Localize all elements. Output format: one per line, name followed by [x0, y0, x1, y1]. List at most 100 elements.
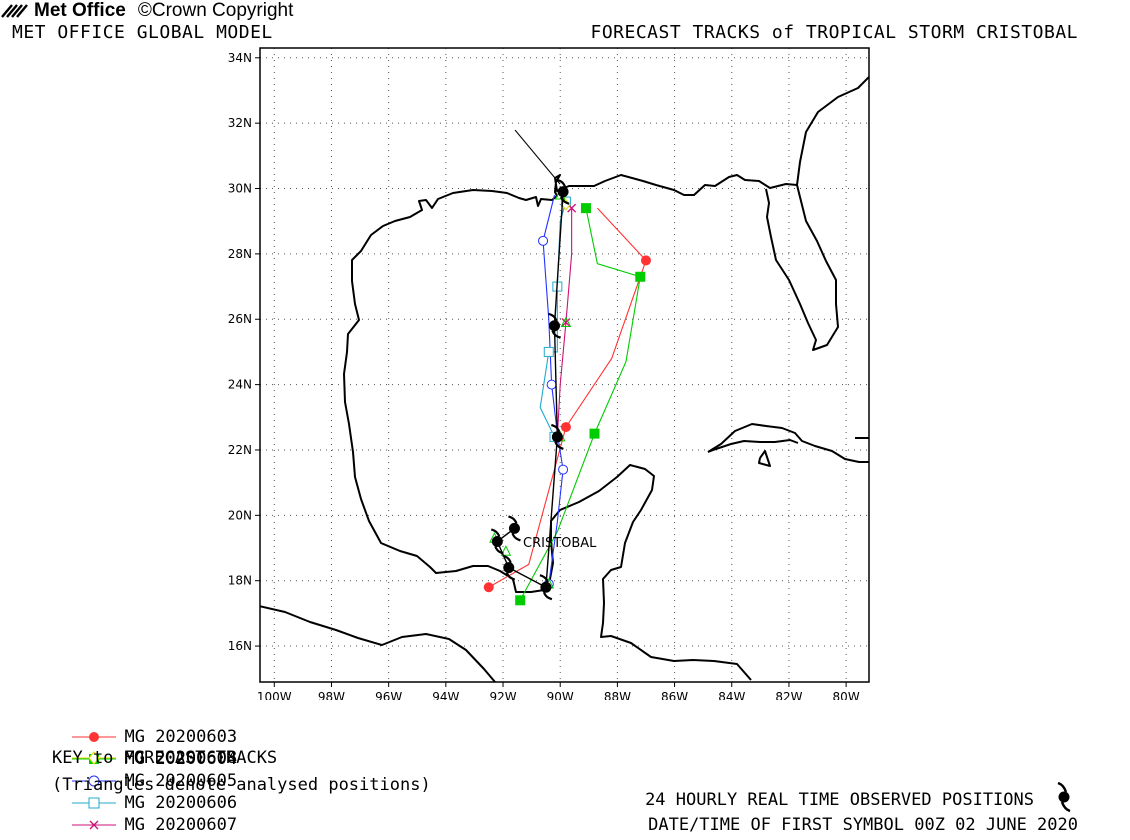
- map-frame: [259, 47, 870, 683]
- hurricane-symbol-arm: [556, 178, 567, 188]
- legend-swatch: [72, 732, 117, 742]
- hurricane-symbol-arm: [502, 554, 512, 564]
- legend-swatch: [72, 751, 117, 765]
- track-marker: [538, 235, 549, 246]
- hurricane-symbol-eye: [503, 562, 515, 574]
- lat-tick-label: 28N: [228, 247, 252, 261]
- lat-tick-label: 26N: [228, 312, 252, 326]
- legend-row-2: MG 20200608: [52, 728, 251, 770]
- legend-item: MG 20200605: [72, 771, 237, 791]
- legend-item: MG 20200607: [72, 815, 237, 835]
- copyright-block: Met Office ©Crown Copyright: [0, 0, 1130, 22]
- forecast-track-line: [519, 208, 641, 601]
- met-office-logo-text: Met Office: [34, 0, 126, 21]
- hurricane-symbol: [508, 515, 521, 542]
- hurricane-symbol-arm: [490, 528, 501, 537]
- lat-tick-label: 34N: [228, 51, 252, 65]
- header-right-title: FORECAST TRACKS of TROPICAL STORM CRISTO…: [590, 22, 1078, 43]
- track-marker: [561, 318, 571, 327]
- track-marker: [515, 595, 526, 606]
- hurricane-symbol: [548, 312, 561, 339]
- observed-track-tail: [514, 129, 561, 185]
- lat-tick-label: 30N: [228, 182, 252, 196]
- lon-tick-label: 88W: [604, 690, 631, 700]
- legend-label: MG 20200605: [124, 771, 238, 791]
- met-office-logo-icon: [1, 4, 28, 18]
- hurricane-symbol-eye: [548, 320, 560, 332]
- hurricane-symbol-eye: [491, 535, 503, 547]
- legend-label: MG 20200604: [124, 749, 238, 769]
- lat-tick-label: 22N: [228, 443, 252, 457]
- track-marker: [560, 422, 571, 433]
- analysed-triangle: [560, 316, 572, 328]
- track-marker: [635, 271, 646, 282]
- crown-copyright: ©Crown Copyright: [137, 0, 294, 21]
- track-marker: [589, 428, 600, 439]
- hurricane-symbol-arm: [508, 515, 518, 524]
- lat-tick-label: 32N: [228, 116, 252, 130]
- legend-label: MG 20200608: [124, 748, 238, 768]
- lat-tick-label: 20N: [228, 508, 252, 522]
- lon-tick-label: 94W: [432, 690, 459, 700]
- track-marker: [640, 255, 651, 266]
- hurricane-symbol: [556, 178, 570, 205]
- legend-row-1: MG 20200603 MG 20200604 MG 20200605 MG 2…: [52, 707, 251, 837]
- hurricane-symbol-arm: [560, 196, 570, 205]
- legend-swatch: [72, 775, 117, 787]
- hurricane-icon: [1057, 782, 1071, 812]
- hurricane-symbol-arm: [494, 546, 504, 555]
- hurricane-symbol-arm: [551, 330, 561, 339]
- forecast-track-line: [542, 194, 564, 585]
- forecast-track: [515, 203, 646, 606]
- track-marker: [580, 203, 591, 214]
- observed-track-line: [496, 191, 564, 589]
- lon-tick-label: 84W: [718, 690, 745, 700]
- track-marker: [558, 464, 569, 475]
- legend-label: MG 20200607: [124, 815, 238, 835]
- forecast-track-line: [539, 201, 567, 438]
- lon-tick-label: 80W: [833, 690, 860, 700]
- forecast-tracks: [483, 185, 651, 606]
- hurricane-symbol-arm: [539, 574, 549, 583]
- hurricane-symbol-arm: [554, 441, 564, 450]
- hurricane-symbol-eye: [508, 522, 520, 534]
- hurricane-symbol-arm: [551, 423, 561, 433]
- legend-item: MG 20200608: [72, 748, 237, 768]
- track-marker: [543, 346, 554, 357]
- lat-tick-label: 16N: [228, 639, 252, 653]
- hurricane-symbol-arm: [511, 532, 521, 542]
- storm-label: CRISTOBAL: [523, 536, 597, 551]
- legend-item: MG 20200604: [72, 749, 237, 769]
- legend-item: MG 20200603: [72, 727, 237, 747]
- hurricane-symbol: [551, 423, 564, 450]
- forecast-track: [483, 207, 651, 593]
- lon-tick-label: 86W: [661, 690, 688, 700]
- legend-label: MG 20200603: [124, 727, 238, 747]
- axis-ticks: 100W 98W 96W 94W 92W 90W 88W 86W 84W 82W 80W 34N 32N…: [228, 51, 860, 700]
- lon-tick-label: 98W: [318, 690, 345, 700]
- lon-tick-label: 92W: [489, 690, 516, 700]
- observed-track: [490, 178, 570, 601]
- track-marker: [483, 582, 494, 593]
- forecast-map: CRISTOBAL 100W 98W 96W 94W 92W 90W 88W 86W 84W 82…: [228, 47, 870, 700]
- graticule: [260, 48, 869, 682]
- header-left-title: MET OFFICE GLOBAL MODEL: [12, 22, 273, 43]
- hurricane-symbol-eye: [540, 581, 552, 593]
- track-marker: [546, 379, 557, 390]
- legend-item: MG 20200606: [72, 793, 237, 813]
- key-note: (Triangles denote analysed positions): [52, 775, 431, 795]
- legend-label: MG 20200606: [124, 793, 238, 813]
- hurricane-symbol-arm: [548, 312, 558, 322]
- lat-tick-label: 18N: [228, 574, 252, 588]
- observed-positions-note: 24 HOURLY REAL TIME OBSERVED POSITIONS: [645, 790, 1034, 810]
- hurricane-symbol-arm: [505, 572, 516, 581]
- lon-tick-label: 90W: [547, 690, 574, 700]
- hurricane-symbol-eye: [551, 431, 563, 443]
- hurricane-symbol: [490, 528, 504, 555]
- key-title: KEY to FORECAST TRACKS: [52, 748, 278, 768]
- hurricane-symbol-eye: [557, 186, 569, 198]
- hurricane-symbol: [502, 554, 516, 581]
- lon-tick-label: 82W: [775, 690, 802, 700]
- forecast-track-line: [488, 207, 647, 588]
- lat-tick-label: 24N: [228, 378, 252, 392]
